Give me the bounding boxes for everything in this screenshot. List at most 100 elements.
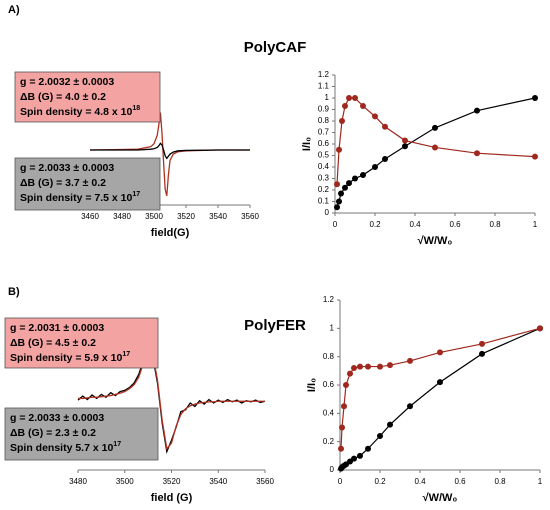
data-point: [342, 103, 348, 110]
info-box: [14, 71, 161, 123]
data-point: [387, 421, 393, 428]
info-line: Spin density = 4.8 x 1018: [20, 105, 140, 117]
series-line: [340, 327, 541, 449]
panel-title: PolyFER: [244, 317, 306, 334]
data-point: [347, 370, 353, 377]
y-tick-label: 0.3: [318, 174, 330, 183]
y-tick-label: 0.4: [323, 408, 335, 417]
data-point: [402, 137, 408, 144]
x-tick-label: 0: [338, 477, 343, 486]
series-line: [90, 142, 250, 160]
series-line: [78, 347, 265, 451]
y-axis-label: I/I₀: [301, 137, 313, 151]
data-point: [479, 350, 485, 357]
x-tick-label: 0.6: [454, 477, 466, 486]
info-box: [14, 157, 161, 211]
x-tick-label: 0.8: [494, 477, 506, 486]
x-tick-label: 1: [533, 220, 538, 229]
x-tick-label: 0.2: [374, 477, 386, 486]
data-point: [336, 146, 342, 153]
y-axis-label: I/I₀: [306, 378, 318, 392]
y-tick-label: 0: [325, 208, 330, 217]
info-line: g = 2.0033 ± 0.0003: [10, 412, 104, 424]
data-point: [479, 340, 485, 347]
y-tick-label: 1: [330, 323, 335, 332]
data-point: [372, 164, 378, 170]
data-point: [474, 107, 480, 114]
exponent: 18: [132, 105, 140, 112]
y-tick-label: 0: [330, 465, 335, 474]
x-tick-label: 3500: [116, 477, 134, 486]
panel-label: B): [8, 286, 20, 298]
x-tick-label: 0.4: [414, 477, 426, 486]
data-point: [357, 363, 363, 370]
y-tick-label: 1.2: [318, 70, 330, 79]
panel-title: PolyCAF: [244, 39, 307, 56]
x-tick-label: 1: [538, 477, 543, 486]
data-point: [532, 153, 538, 160]
x-tick-label: 3560: [241, 212, 259, 221]
exponent: 17: [122, 351, 130, 358]
data-point: [372, 113, 378, 120]
data-point: [532, 95, 538, 101]
y-tick-label: 0.2: [323, 437, 335, 446]
x-tick-label: 3560: [256, 477, 274, 486]
data-point: [474, 150, 480, 157]
info-box: [4, 317, 159, 369]
data-point: [360, 103, 366, 110]
y-tick-label: 1: [325, 93, 330, 102]
x-axis-label: √W/W₀: [418, 235, 453, 247]
info-line: Spin density = 5.9 x 1017: [10, 351, 130, 363]
data-point: [365, 445, 371, 452]
data-point: [338, 445, 344, 452]
data-point: [352, 175, 358, 182]
x-tick-label: 3540: [209, 212, 227, 221]
info-line: ΔB (G) = 4.0 ± 0.2: [20, 91, 106, 103]
x-tick-label: 3520: [177, 212, 195, 221]
x-tick-label: 0.2: [369, 220, 381, 229]
data-point: [341, 403, 347, 410]
data-point: [352, 95, 358, 101]
y-tick-label: 0.2: [318, 185, 330, 194]
y-tick-label: 0.1: [318, 197, 330, 206]
info-line: ΔB (G) = 4.5 ± 0.2: [10, 337, 96, 349]
y-tick-label: 0.8: [318, 116, 330, 125]
panel-label: A): [8, 4, 20, 16]
data-point: [342, 184, 348, 191]
series-line: [336, 97, 536, 208]
y-tick-label: 1.1: [318, 82, 330, 91]
data-point: [407, 403, 413, 410]
data-point: [339, 424, 345, 431]
x-tick-label: 3480: [113, 212, 131, 221]
series-line: [336, 97, 536, 185]
series-line: [89, 112, 250, 196]
data-point: [432, 124, 438, 131]
data-point: [537, 325, 543, 332]
data-point: [346, 95, 352, 101]
data-point: [437, 349, 443, 356]
data-point: [432, 144, 438, 151]
info-line: g = 2.0033 ± 0.0003: [20, 162, 114, 174]
x-tick-label: 3540: [209, 477, 227, 486]
exponent: 17: [132, 191, 140, 198]
data-point: [402, 143, 408, 150]
data-point: [346, 180, 352, 187]
y-tick-label: 0.7: [318, 128, 330, 137]
x-tick-label: 3480: [69, 477, 87, 486]
x-axis-label: field(G): [151, 227, 190, 239]
data-point: [338, 190, 344, 197]
info-line: ΔB (G) = 2.3 ± 0.2: [10, 427, 96, 439]
data-point: [382, 123, 388, 130]
data-point: [407, 357, 413, 364]
info-line: Spin density = 7.5 x 1017: [20, 191, 140, 203]
x-axis-label: √W/W₀: [423, 492, 458, 504]
x-tick-label: 3460: [81, 212, 99, 221]
data-point: [343, 382, 349, 388]
x-axis-label: field (G): [151, 492, 193, 504]
y-tick-label: 0.8: [323, 352, 335, 361]
info-line: ΔB (G) = 3.7 ± 0.2: [20, 177, 106, 189]
data-point: [351, 365, 357, 371]
x-tick-label: 0: [333, 220, 338, 229]
info-line: g = 2.0032 ± 0.0003: [20, 76, 114, 88]
